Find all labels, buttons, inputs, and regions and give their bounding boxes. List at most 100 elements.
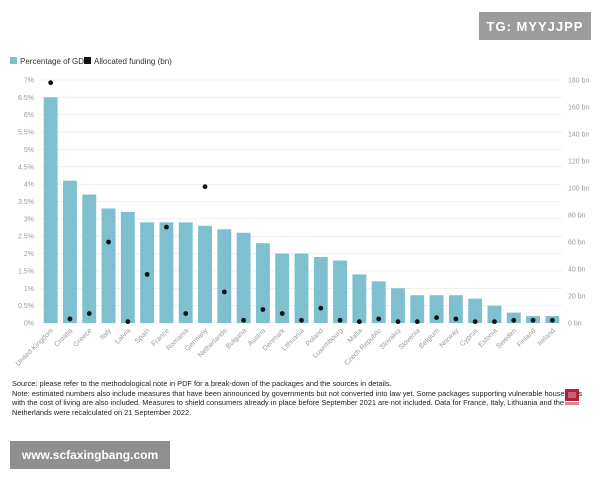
dot bbox=[414, 319, 420, 325]
x-tick-label: Cyprus bbox=[459, 327, 480, 348]
right-tick-label: 20 bn bbox=[568, 294, 586, 301]
right-tick-label: 140 bn bbox=[568, 132, 590, 139]
right-tick-label: 80 bn bbox=[568, 213, 586, 220]
dot bbox=[125, 319, 131, 325]
dot bbox=[511, 317, 517, 323]
bar bbox=[198, 225, 212, 323]
bar bbox=[62, 180, 77, 323]
bar bbox=[468, 298, 483, 323]
bar bbox=[120, 211, 135, 323]
bar bbox=[352, 274, 367, 323]
left-tick-label: 5% bbox=[24, 147, 34, 154]
x-tick-label: Belgium bbox=[418, 327, 441, 350]
watermark-bottom: www.scfaxingbang.com bbox=[10, 441, 170, 469]
dot bbox=[549, 317, 555, 323]
bar bbox=[371, 281, 386, 323]
dot bbox=[106, 239, 111, 245]
x-tick-label: Latvia bbox=[114, 327, 132, 345]
x-tick-label: United Kingdom bbox=[15, 327, 55, 367]
dot bbox=[241, 317, 247, 323]
dot bbox=[356, 319, 362, 325]
dot bbox=[86, 311, 92, 316]
left-tick-label: 3.5% bbox=[18, 199, 34, 206]
left-tick-label: 0.5% bbox=[18, 303, 34, 310]
x-tick-label: Italy bbox=[99, 327, 113, 341]
dot bbox=[472, 319, 478, 325]
dot bbox=[530, 317, 536, 323]
x-tick-label: Ireland bbox=[537, 327, 557, 347]
left-tick-label: 5.5% bbox=[18, 130, 34, 137]
dot bbox=[164, 224, 169, 230]
dot bbox=[299, 317, 304, 323]
dot bbox=[48, 80, 54, 86]
x-tick-label: Spain bbox=[134, 327, 152, 345]
left-tick-label: 6.5% bbox=[18, 95, 34, 102]
bar bbox=[313, 257, 328, 323]
source-note: Source: please refer to the methodologic… bbox=[12, 379, 392, 388]
dots bbox=[48, 80, 555, 325]
left-tick-label: 3% bbox=[24, 216, 34, 223]
right-tick-label: 60 bn bbox=[568, 240, 586, 247]
dot bbox=[144, 272, 150, 277]
legend-label-gdp: Percentage of GDP bbox=[20, 57, 89, 66]
x-tick-label: Norway bbox=[439, 327, 461, 349]
x-tick-label: Malta bbox=[347, 327, 364, 344]
dot bbox=[67, 316, 73, 322]
bar bbox=[410, 295, 425, 323]
right-tick-label: 120 bn bbox=[568, 159, 590, 166]
x-tick-label: Finland bbox=[516, 327, 537, 348]
left-tick-label: 4% bbox=[24, 182, 34, 189]
dot bbox=[492, 319, 497, 325]
bar bbox=[448, 295, 463, 323]
x-tick-label: Sweden bbox=[495, 327, 518, 350]
bar bbox=[217, 229, 232, 323]
bar bbox=[391, 288, 405, 323]
bar bbox=[43, 97, 58, 323]
x-tick-label: Slovenia bbox=[398, 327, 422, 351]
dot bbox=[453, 316, 459, 322]
right-tick-label: 100 bn bbox=[568, 186, 590, 193]
left-tick-label: 2.5% bbox=[18, 234, 34, 241]
bar bbox=[429, 295, 444, 323]
dot bbox=[221, 289, 227, 295]
x-tick-label: Czech Republic bbox=[343, 327, 383, 367]
left-tick-label: 4.5% bbox=[18, 164, 34, 171]
bar bbox=[255, 243, 270, 323]
dot bbox=[279, 311, 285, 316]
bar bbox=[82, 194, 97, 323]
legend-label-funding: Allocated funding (bn) bbox=[94, 57, 172, 66]
right-tick-label: 160 bn bbox=[568, 105, 590, 112]
bar bbox=[236, 232, 251, 323]
bar bbox=[275, 253, 290, 323]
bar bbox=[487, 305, 502, 323]
left-tick-label: 6% bbox=[24, 112, 34, 119]
watermark-top: TG: MYYJJPP bbox=[479, 12, 591, 40]
left-tick-label: 1% bbox=[24, 286, 34, 293]
x-tick-label: Croatia bbox=[53, 327, 74, 348]
dot bbox=[260, 307, 266, 312]
bar bbox=[294, 253, 309, 323]
left-tick-label: 7% bbox=[24, 78, 34, 85]
bar bbox=[506, 312, 521, 323]
x-tick-label: Greece bbox=[72, 327, 93, 348]
methodology-note: Note: estimated numbers also include mea… bbox=[12, 388, 583, 417]
dot bbox=[395, 319, 401, 325]
dot bbox=[337, 317, 343, 323]
bar bbox=[333, 260, 348, 323]
dot bbox=[183, 311, 189, 316]
left-tick-label: 1.5% bbox=[18, 268, 34, 275]
left-tick-label: 2% bbox=[24, 251, 34, 258]
bar bbox=[178, 222, 193, 323]
dot bbox=[376, 316, 382, 322]
chart-notes: Source: please refer to the methodologic… bbox=[12, 379, 590, 417]
right-axis: 0 bn 20 bn 40 bn 60 bn 80 bn 100 bn 120 bn 140 … bbox=[568, 78, 590, 328]
right-tick-label: 0 bn bbox=[568, 321, 582, 328]
bruegel-logo bbox=[565, 389, 579, 405]
dot bbox=[434, 315, 439, 320]
left-tick-label: 0% bbox=[24, 321, 34, 328]
bar bbox=[159, 222, 174, 323]
right-tick-label: 40 bn bbox=[568, 267, 586, 274]
left-axis: 0% 0.5% 1% 1.5% 2% 2.5% 3% 3.5% 4% 4.5% 5% 5.5% 6% 6.… bbox=[18, 78, 34, 328]
